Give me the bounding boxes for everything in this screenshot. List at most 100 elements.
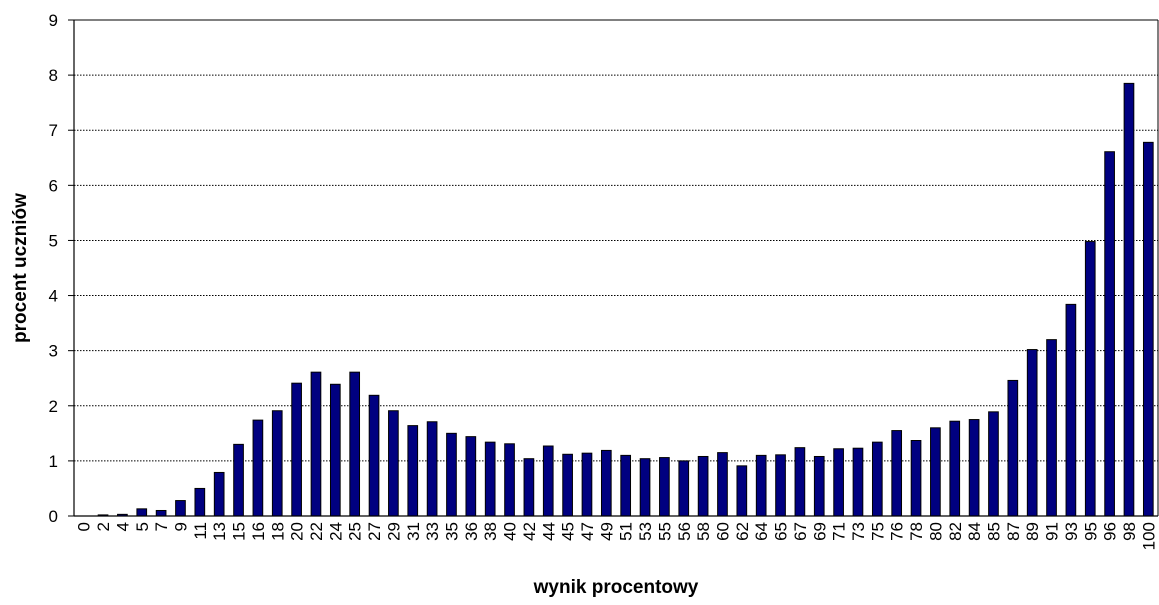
x-tick-label: 73 [849, 522, 868, 541]
bar [252, 419, 264, 517]
x-tick-label: 38 [481, 522, 500, 541]
bar [426, 421, 438, 517]
x-tick-label: 24 [326, 522, 345, 541]
x-tick-label: 45 [559, 522, 578, 541]
x-tick-label: 35 [442, 522, 461, 541]
bar [194, 487, 206, 517]
y-tick-label: 7 [49, 121, 58, 140]
bar [775, 454, 786, 517]
y-tick-label: 0 [49, 507, 58, 526]
bar [968, 419, 980, 517]
x-tick-label: 96 [1101, 522, 1120, 541]
x-tick-label: 76 [888, 522, 907, 541]
x-tick-label: 65 [772, 522, 791, 541]
bar [504, 443, 515, 517]
y-tick-label: 4 [49, 287, 58, 306]
bar [329, 383, 341, 517]
bar [233, 443, 244, 517]
x-tick-label: 93 [1062, 522, 1081, 541]
x-tick-label: 82 [946, 522, 965, 541]
bar [717, 452, 728, 517]
x-tick-label: 58 [694, 522, 713, 541]
x-tick-label: 25 [346, 522, 365, 541]
x-tick-label: 51 [617, 522, 636, 541]
x-tick-label: 31 [404, 522, 423, 541]
bar [1026, 349, 1038, 517]
x-tick-label: 64 [752, 522, 771, 541]
axes [68, 19, 1159, 517]
x-tick-label: 67 [791, 522, 810, 541]
bar [1084, 241, 1096, 517]
y-tick-label: 5 [49, 231, 58, 250]
bar [736, 465, 748, 517]
bar [871, 441, 883, 517]
x-tick-label: 0 [75, 522, 94, 531]
y-tick-label: 2 [49, 397, 58, 416]
bar [349, 371, 361, 517]
bars [97, 82, 1154, 517]
x-tick-label: 98 [1120, 522, 1139, 541]
bar [600, 449, 612, 517]
bar [581, 452, 593, 517]
bar [755, 454, 767, 517]
x-tick-label: 100 [1139, 522, 1158, 550]
x-tick-label: 91 [1043, 522, 1062, 541]
bar [930, 427, 941, 517]
x-tick-label: 89 [1023, 522, 1042, 541]
x-tick-label: 18 [268, 522, 287, 541]
bar [523, 458, 535, 517]
x-tick-label: 60 [713, 522, 732, 541]
x-tick-label: 29 [384, 522, 403, 541]
bar [659, 457, 670, 517]
x-tick-label: 87 [1004, 522, 1023, 541]
x-tick-label: 33 [423, 522, 442, 541]
y-tick-label: 1 [49, 452, 58, 471]
x-tick-label: 84 [965, 522, 984, 541]
y-axis-title: procent uczniów [10, 193, 31, 343]
bar [1104, 151, 1115, 517]
x-tick-label: 4 [113, 522, 132, 531]
x-tick-label: 78 [907, 522, 926, 541]
bar [562, 453, 573, 517]
bar [155, 509, 167, 517]
x-tick-label: 56 [675, 522, 694, 541]
bar [310, 371, 322, 517]
bar [484, 441, 496, 517]
x-tick-label: 42 [520, 522, 539, 541]
x-tick-label: 20 [288, 522, 307, 541]
bar [949, 420, 961, 517]
bar [697, 455, 709, 517]
gridlines [74, 19, 1158, 462]
y-tick-label: 6 [49, 176, 58, 195]
x-tick-label: 55 [655, 522, 674, 541]
x-tick-label: 13 [210, 522, 229, 541]
x-tick-label: 15 [230, 522, 249, 541]
bar [175, 500, 186, 517]
x-tick-label: 27 [365, 522, 384, 541]
bar [794, 447, 806, 517]
x-tick-label: 75 [868, 522, 887, 541]
bar [407, 425, 419, 517]
bar [910, 440, 922, 517]
x-tick-label: 11 [191, 522, 210, 540]
x-tick-label: 53 [636, 522, 655, 541]
x-tick-label: 2 [94, 522, 113, 531]
bar [446, 432, 457, 517]
bar [368, 394, 380, 517]
x-tick-label: 49 [597, 522, 616, 541]
bar [271, 410, 283, 517]
bar [620, 454, 632, 517]
y-tick-labels: 0 1 2 3 4 5 6 7 8 9 [49, 11, 58, 526]
bar [291, 382, 302, 517]
bar [542, 445, 554, 517]
bar [1123, 82, 1135, 517]
bar [1142, 141, 1154, 517]
x-tick-label: 44 [539, 522, 558, 541]
x-tick-label: 22 [307, 522, 326, 541]
x-tick-label: 71 [830, 522, 849, 541]
bar [852, 447, 864, 517]
x-tick-label: 40 [501, 522, 520, 541]
bar [639, 458, 651, 517]
